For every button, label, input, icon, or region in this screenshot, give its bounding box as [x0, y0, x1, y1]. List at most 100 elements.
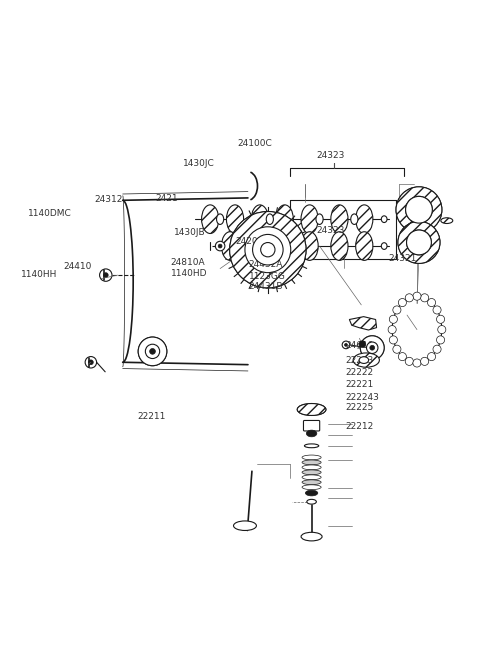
- Ellipse shape: [306, 430, 317, 437]
- Text: 22212: 22212: [345, 422, 373, 431]
- Ellipse shape: [216, 214, 224, 225]
- Circle shape: [393, 306, 401, 314]
- Text: 24312: 24312: [95, 195, 123, 204]
- Circle shape: [389, 336, 397, 344]
- Ellipse shape: [301, 532, 322, 541]
- Circle shape: [413, 292, 421, 300]
- Ellipse shape: [246, 232, 264, 260]
- Ellipse shape: [305, 490, 318, 496]
- Text: 1430JB: 1430JB: [174, 228, 206, 237]
- Ellipse shape: [302, 470, 321, 475]
- Ellipse shape: [297, 403, 326, 415]
- Circle shape: [359, 341, 366, 348]
- Ellipse shape: [227, 205, 244, 233]
- Ellipse shape: [276, 205, 293, 233]
- Circle shape: [342, 341, 350, 349]
- Ellipse shape: [392, 296, 442, 363]
- Text: 1140HD: 1140HD: [171, 269, 207, 278]
- Ellipse shape: [356, 232, 373, 260]
- Ellipse shape: [359, 357, 369, 363]
- Circle shape: [345, 344, 348, 346]
- Circle shape: [436, 336, 444, 344]
- Text: 24610: 24610: [345, 341, 373, 350]
- Circle shape: [428, 353, 436, 361]
- Ellipse shape: [316, 214, 323, 225]
- Text: 22221: 22221: [345, 380, 373, 390]
- Ellipse shape: [307, 499, 316, 504]
- Text: 24431B: 24431B: [249, 282, 283, 291]
- Text: 24200A: 24200A: [235, 237, 270, 246]
- Ellipse shape: [302, 460, 321, 464]
- Circle shape: [407, 230, 432, 255]
- Ellipse shape: [202, 205, 219, 233]
- Text: 1123GG: 1123GG: [249, 271, 286, 281]
- Ellipse shape: [271, 232, 288, 260]
- Text: 24323: 24323: [316, 226, 345, 235]
- Circle shape: [405, 357, 413, 365]
- Circle shape: [388, 325, 396, 334]
- Circle shape: [261, 242, 275, 257]
- Ellipse shape: [221, 232, 239, 260]
- Circle shape: [150, 348, 156, 354]
- Circle shape: [438, 325, 446, 334]
- Circle shape: [406, 196, 432, 223]
- Circle shape: [433, 306, 441, 314]
- Circle shape: [436, 315, 444, 323]
- Circle shape: [420, 357, 429, 365]
- Text: 1140HH: 1140HH: [21, 269, 57, 279]
- Ellipse shape: [266, 214, 274, 225]
- Text: 2421: 2421: [155, 194, 178, 203]
- Circle shape: [370, 346, 374, 350]
- Circle shape: [85, 357, 96, 368]
- Circle shape: [103, 273, 108, 277]
- Ellipse shape: [301, 232, 318, 260]
- Text: 22225: 22225: [345, 403, 373, 412]
- Ellipse shape: [381, 242, 387, 250]
- Ellipse shape: [297, 403, 326, 415]
- Ellipse shape: [331, 205, 348, 233]
- Ellipse shape: [353, 353, 379, 367]
- Text: 22211: 22211: [137, 412, 166, 421]
- Text: 24432A: 24432A: [249, 260, 283, 269]
- Ellipse shape: [441, 217, 453, 223]
- Text: 1430JC: 1430JC: [183, 160, 215, 168]
- Text: 22222: 22222: [345, 368, 373, 377]
- Ellipse shape: [302, 455, 321, 460]
- Text: 24100C: 24100C: [237, 139, 272, 148]
- Ellipse shape: [302, 465, 321, 470]
- Text: 222243: 222243: [345, 393, 379, 402]
- Polygon shape: [349, 317, 377, 330]
- Circle shape: [393, 345, 401, 353]
- Circle shape: [216, 241, 225, 251]
- Circle shape: [413, 359, 421, 367]
- Circle shape: [88, 360, 93, 365]
- Ellipse shape: [302, 480, 321, 485]
- Circle shape: [229, 212, 306, 288]
- Ellipse shape: [331, 232, 348, 260]
- Ellipse shape: [381, 216, 387, 223]
- Text: 24323: 24323: [316, 151, 345, 160]
- Circle shape: [398, 353, 407, 361]
- Text: 22223: 22223: [345, 357, 373, 365]
- FancyBboxPatch shape: [303, 420, 320, 431]
- Text: 24321: 24321: [388, 254, 416, 263]
- Text: 1140DMC: 1140DMC: [28, 209, 72, 218]
- Text: 24810A: 24810A: [171, 258, 205, 267]
- Circle shape: [389, 315, 397, 323]
- Circle shape: [396, 187, 442, 233]
- Ellipse shape: [302, 485, 321, 489]
- Circle shape: [398, 221, 440, 263]
- Circle shape: [405, 294, 413, 302]
- Circle shape: [360, 336, 384, 359]
- Ellipse shape: [304, 444, 319, 447]
- Circle shape: [145, 344, 160, 359]
- Ellipse shape: [351, 214, 358, 225]
- Ellipse shape: [302, 475, 321, 480]
- Ellipse shape: [252, 205, 268, 233]
- Circle shape: [218, 244, 222, 248]
- Circle shape: [252, 235, 283, 265]
- Ellipse shape: [356, 205, 373, 233]
- Circle shape: [433, 345, 441, 353]
- Circle shape: [398, 298, 407, 307]
- Circle shape: [367, 342, 378, 353]
